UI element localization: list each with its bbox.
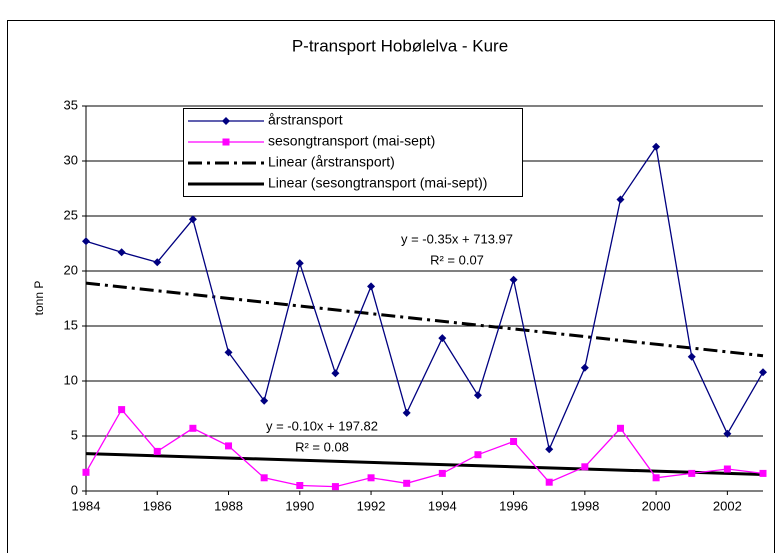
marker (118, 406, 126, 414)
marker (723, 465, 731, 473)
y-tick-label: 0 (71, 482, 78, 497)
marker (188, 215, 197, 224)
y-tick-label: 25 (64, 207, 78, 222)
marker (473, 391, 482, 400)
legend-box (183, 108, 523, 197)
marker (438, 334, 447, 343)
marker (545, 445, 554, 454)
marker (296, 482, 304, 489)
marker (82, 237, 90, 246)
marker (331, 483, 339, 491)
x-tick-label: 1996 (499, 498, 528, 513)
marker (759, 469, 767, 477)
marker (331, 369, 340, 378)
marker (652, 474, 660, 482)
x-tick-label: 1986 (143, 498, 172, 513)
marker (510, 438, 518, 445)
marker (295, 259, 304, 268)
marker (225, 442, 233, 450)
marker (580, 363, 589, 372)
series-line (85, 408, 764, 488)
y-tick-label: 20 (64, 262, 78, 277)
marker (367, 282, 376, 291)
marker (687, 352, 696, 361)
x-tick-label: 1990 (285, 498, 314, 513)
x-tick-label: 2000 (642, 498, 671, 513)
y-tick-label: 35 (64, 97, 78, 112)
trend-equation: y = -0.10x + 197.82 (266, 418, 378, 433)
marker (652, 142, 661, 151)
x-tick-label: 1994 (428, 498, 457, 513)
y-axis-label: tonn P (32, 281, 46, 316)
trend-r2: R² = 0.08 (295, 439, 349, 454)
marker (509, 275, 518, 284)
y-tick-label: 5 (71, 427, 78, 442)
marker (224, 348, 233, 357)
legend-label: Linear (årstransport) (268, 154, 395, 170)
trendline (85, 452, 764, 476)
x-tick-label: 1992 (357, 498, 386, 513)
x-tick-label: 1988 (214, 498, 243, 513)
trend-r2: R² = 0.07 (430, 252, 484, 267)
legend-marker (222, 138, 230, 146)
marker (616, 424, 624, 432)
marker (474, 451, 482, 459)
marker (260, 474, 268, 482)
marker (438, 469, 446, 477)
marker (189, 424, 197, 432)
marker (545, 478, 553, 486)
marker (82, 468, 90, 476)
x-tick-label: 1984 (72, 498, 101, 513)
marker (117, 248, 126, 257)
x-tick-label: 2002 (713, 498, 742, 513)
series-line (85, 144, 764, 452)
marker (260, 396, 269, 405)
marker (402, 408, 411, 417)
marker (759, 368, 767, 377)
y-tick-label: 15 (64, 317, 78, 332)
marker (403, 479, 411, 487)
marker (153, 258, 162, 267)
trendline (85, 281, 764, 358)
y-tick-label: 30 (64, 152, 78, 167)
y-tick-label: 10 (64, 372, 78, 387)
marker (688, 469, 696, 477)
legend-marker (222, 117, 230, 125)
marker (723, 429, 732, 438)
marker (153, 447, 161, 455)
marker (367, 474, 375, 482)
marker (581, 463, 589, 471)
marker (616, 195, 625, 204)
legend-label: sesongtransport (mai-sept) (268, 133, 435, 149)
chart-title: P-transport Hobølelva - Kure (292, 36, 508, 55)
legend-label: årstransport (268, 112, 343, 128)
trend-equation: y = -0.35x + 713.97 (401, 231, 513, 246)
legend-label: Linear (sesongtransport (mai-sept)) (268, 175, 487, 191)
x-tick-label: 1998 (570, 498, 599, 513)
